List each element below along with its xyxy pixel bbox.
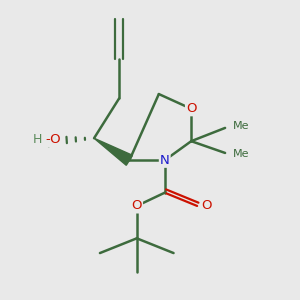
Text: N: N bbox=[160, 154, 169, 167]
Polygon shape bbox=[94, 138, 133, 165]
Text: Me: Me bbox=[232, 122, 249, 131]
Text: -O: -O bbox=[46, 134, 61, 146]
Text: O: O bbox=[186, 102, 196, 115]
Text: O: O bbox=[131, 200, 142, 212]
Text: Me: Me bbox=[232, 149, 249, 159]
Text: H: H bbox=[33, 134, 42, 146]
Text: O: O bbox=[201, 200, 212, 212]
